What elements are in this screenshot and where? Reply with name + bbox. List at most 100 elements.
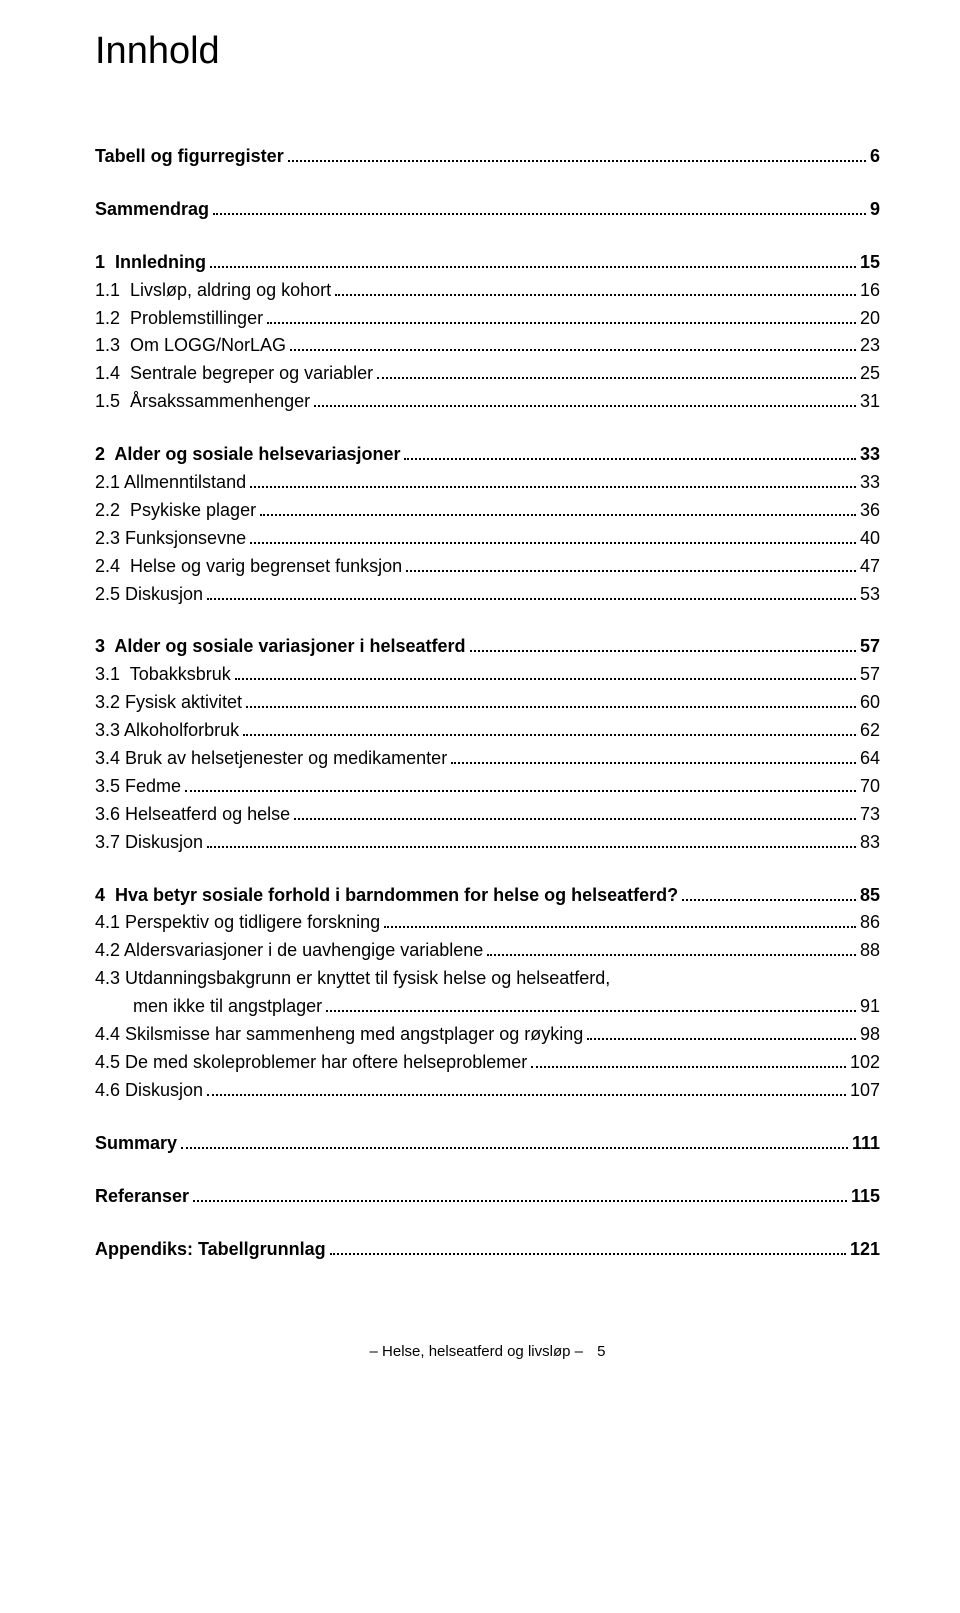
toc-leader (210, 250, 856, 268)
toc-leader (207, 830, 856, 848)
toc-entry-label: 2.1 Allmenntilstand (95, 469, 246, 497)
toc-entry-label: 2.5 Diskusjon (95, 581, 203, 609)
toc-row: 2.1 Allmenntilstand 33 (95, 469, 880, 497)
toc-entry-label: 4.6 Diskusjon (95, 1077, 203, 1105)
toc-block: Tabell og figurregister6 (95, 143, 880, 171)
toc-row: 2.4 Helse og varig begrenset funksjon 47 (95, 553, 880, 581)
toc-row: 4.4 Skilsmisse har sammenheng med angstp… (95, 1021, 880, 1049)
toc-entry-label: Appendiks: Tabellgrunnlag (95, 1236, 326, 1264)
toc-row: 1.3 Om LOGG/NorLAG 23 (95, 332, 880, 360)
page-title: Innhold (95, 30, 880, 73)
toc-entry-label: 2.3 Funksjonsevne (95, 525, 246, 553)
toc-block: 4 Hva betyr sosiale forhold i barndommen… (95, 882, 880, 1105)
toc-row: 3.4 Bruk av helsetjenester og medikament… (95, 745, 880, 773)
toc-entry-label: 3.7 Diskusjon (95, 829, 203, 857)
toc-row: 3.3 Alkoholforbruk 62 (95, 717, 880, 745)
toc-entry-page: 98 (860, 1021, 880, 1049)
toc-leader (314, 389, 856, 407)
toc-block: Summary111 (95, 1130, 880, 1158)
toc-entry-page: 62 (860, 717, 880, 745)
footer-text: – Helse, helseatferd og livsløp – (370, 1343, 583, 1360)
toc-block: 2 Alder og sosiale helsevariasjoner332.1… (95, 441, 880, 608)
toc-entry-page: 40 (860, 525, 880, 553)
toc-row: 3 Alder og sosiale variasjoner i helseat… (95, 633, 880, 661)
toc-entry-label: 3.3 Alkoholforbruk (95, 717, 239, 745)
toc-leader (213, 197, 866, 215)
toc-row: 2 Alder og sosiale helsevariasjoner33 (95, 441, 880, 469)
toc-leader (246, 690, 856, 708)
toc-entry-label: 3.5 Fedme (95, 773, 181, 801)
toc-row: Referanser115 (95, 1183, 880, 1211)
toc-entry-page: 15 (860, 249, 880, 277)
toc-leader (290, 333, 856, 351)
toc-row: Appendiks: Tabellgrunnlag 121 (95, 1236, 880, 1264)
toc-leader (682, 882, 856, 900)
toc-leader (406, 554, 856, 572)
toc-entry-page: 102 (850, 1049, 880, 1077)
toc-row: 1.2 Problemstillinger 20 (95, 305, 880, 333)
toc-entry-label: 4 Hva betyr sosiale forhold i barndommen… (95, 882, 678, 910)
toc-entry-page: 33 (860, 469, 880, 497)
toc-entry-page: 70 (860, 773, 880, 801)
toc-entry-page: 83 (860, 829, 880, 857)
toc-leader (288, 144, 866, 162)
toc-leader (235, 662, 856, 680)
toc-block: 3 Alder og sosiale variasjoner i helseat… (95, 633, 880, 856)
toc-entry-page: 86 (860, 909, 880, 937)
toc-block: Appendiks: Tabellgrunnlag 121 (95, 1236, 880, 1264)
toc-entry-label: 1.2 Problemstillinger (95, 305, 263, 333)
toc-row: Tabell og figurregister6 (95, 143, 880, 171)
toc-leader (207, 581, 856, 599)
toc-entry-label: 2.4 Helse og varig begrenset funksjon (95, 553, 402, 581)
toc-row: 3.7 Diskusjon 83 (95, 829, 880, 857)
toc-block: 1 Innledning151.1 Livsløp, aldring og ko… (95, 249, 880, 416)
toc-entry-continuation: men ikke til angstplager (95, 993, 322, 1021)
toc-leader (451, 746, 856, 764)
toc-entry-label: 4.4 Skilsmisse har sammenheng med angstp… (95, 1021, 583, 1049)
toc-entry-page: 31 (860, 388, 880, 416)
toc-entry-label: 3.4 Bruk av helsetjenester og medikament… (95, 745, 447, 773)
toc-entry-page: 121 (850, 1236, 880, 1264)
toc-row: 4.1 Perspektiv og tidligere forskning86 (95, 909, 880, 937)
toc-entry-page: 53 (860, 581, 880, 609)
toc-row: 2.5 Diskusjon 53 (95, 581, 880, 609)
toc-row: 3.6 Helseatferd og helse73 (95, 801, 880, 829)
toc-entry-label: 1 Innledning (95, 249, 206, 277)
toc-leader (294, 802, 856, 820)
toc-leader (470, 634, 856, 652)
toc-entry-label: 3.1 Tobakksbruk (95, 661, 231, 689)
toc-entry-page: 111 (852, 1130, 880, 1158)
toc-entry-label: 4.3 Utdanningsbakgrunn er knyttet til fy… (95, 965, 610, 993)
toc-entry-label: 1.5 Årsakssammenhenger (95, 388, 310, 416)
toc-entry-page: 91 (860, 993, 880, 1021)
toc-leader (531, 1050, 846, 1068)
toc-entry-label: Tabell og figurregister (95, 143, 284, 171)
toc-entry-page: 47 (860, 553, 880, 581)
toc-entry-page: 57 (860, 661, 880, 689)
toc-entry-page: 88 (860, 937, 880, 965)
toc-entry-label: 2.2 Psykiske plager (95, 497, 256, 525)
toc-leader (250, 526, 856, 544)
toc-entry-label: 1.3 Om LOGG/NorLAG (95, 332, 286, 360)
toc-entry-label: 4.2 Aldersvariasjoner i de uavhengige va… (95, 937, 483, 965)
toc-row: 4.3 Utdanningsbakgrunn er knyttet til fy… (95, 965, 880, 993)
toc-entry-page: 23 (860, 332, 880, 360)
toc-entry-label: 3.2 Fysisk aktivitet (95, 689, 242, 717)
toc-row: 1.1 Livsløp, aldring og kohort16 (95, 277, 880, 305)
toc-leader (335, 277, 856, 295)
toc-leader (185, 774, 856, 792)
toc-entry-label: Sammendrag (95, 196, 209, 224)
toc-row: 3.1 Tobakksbruk 57 (95, 661, 880, 689)
toc-row: 3.5 Fedme 70 (95, 773, 880, 801)
toc-block: Sammendrag9 (95, 196, 880, 224)
toc-entry-page: 107 (850, 1077, 880, 1105)
toc-entry-label: 4.5 De med skoleproblemer har oftere hel… (95, 1049, 527, 1077)
toc-leader (330, 1236, 846, 1254)
toc-row: men ikke til angstplager 91 (95, 993, 880, 1021)
toc-leader (587, 1022, 856, 1040)
toc-entry-label: 1.1 Livsløp, aldring og kohort (95, 277, 331, 305)
toc-entry-page: 20 (860, 305, 880, 333)
toc-row: 4.2 Aldersvariasjoner i de uavhengige va… (95, 937, 880, 965)
toc-row: 1.4 Sentrale begreper og variabler25 (95, 360, 880, 388)
toc-entry-page: 25 (860, 360, 880, 388)
